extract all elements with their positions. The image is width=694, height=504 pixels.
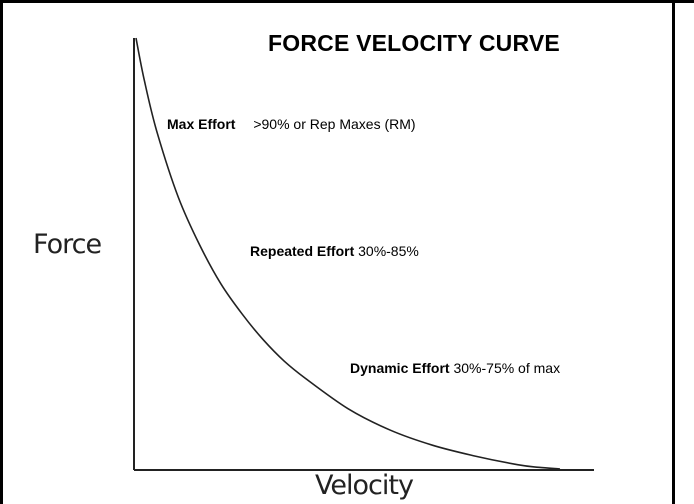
annotation-repeated-effort-text: 30%-85% <box>358 243 419 259</box>
annotation-max-effort: Max Effort >90% or Rep Maxes (RM) <box>167 116 416 132</box>
series-layer <box>135 37 561 470</box>
annotation-max-effort-text: >90% or Rep Maxes (RM) <box>253 116 416 132</box>
chart-title: FORCE VELOCITY CURVE <box>268 30 560 56</box>
annotation-repeated-effort-label: Repeated Effort <box>250 243 355 259</box>
y-axis-label: Force <box>33 229 102 260</box>
annotation-repeated-effort: Repeated Effort 30%-85% <box>250 243 419 259</box>
frame-border-top <box>0 0 694 3</box>
annotation-dynamic-effort-label: Dynamic Effort <box>350 360 450 376</box>
annotation-dynamic-effort-text: 30%-75% of max <box>453 360 561 376</box>
annotation-dynamic-effort: Dynamic Effort 30%-75% of max <box>350 360 560 376</box>
force-velocity-curve-line <box>135 37 561 470</box>
frame-border-right <box>672 0 675 504</box>
x-axis-label: Velocity <box>315 470 414 501</box>
annotation-max-effort-label: Max Effort <box>167 116 236 132</box>
frame-border-left <box>0 0 3 504</box>
